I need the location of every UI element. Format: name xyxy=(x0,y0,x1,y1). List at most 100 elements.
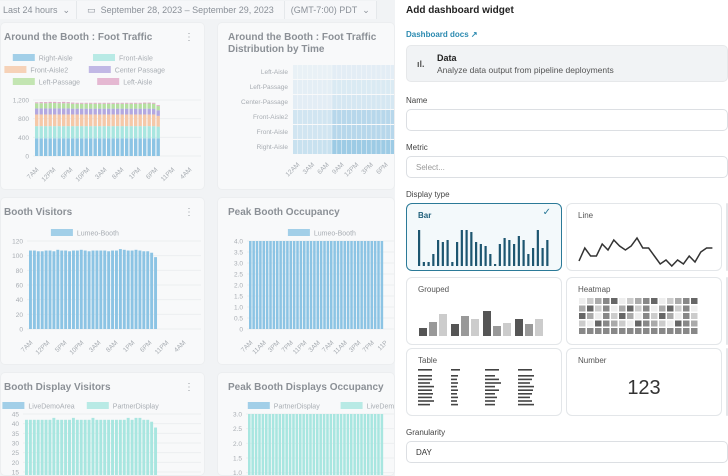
number-preview: 123 xyxy=(627,377,661,399)
bar xyxy=(156,126,160,139)
toolbar: Last 24 hours ⌄ ▭ September 28, 2023 – Sep… xyxy=(0,0,377,20)
preview-bar xyxy=(508,240,511,266)
preview-row xyxy=(451,396,458,399)
preview-bar xyxy=(503,238,506,266)
bar xyxy=(57,103,61,109)
bar xyxy=(377,241,380,329)
more-menu-icon[interactable]: ⋮ xyxy=(184,32,194,43)
heatmap-cell xyxy=(381,65,386,79)
preview-row xyxy=(451,378,457,381)
bar xyxy=(262,241,266,329)
bar xyxy=(48,250,52,329)
display-type-line[interactable]: Line xyxy=(566,203,722,271)
preview-bar xyxy=(422,262,425,266)
preview-cell xyxy=(643,298,650,304)
y-tick-label: 2.0 xyxy=(234,283,243,290)
preview-header xyxy=(485,369,499,371)
x-tick-label: 3AM xyxy=(94,166,108,180)
bar xyxy=(102,103,106,109)
bar xyxy=(107,102,111,104)
heatmap-cell xyxy=(376,140,381,154)
heatmap-cell xyxy=(302,95,308,109)
bar xyxy=(339,414,343,475)
heatmap-cell xyxy=(332,95,337,109)
x-tick-label: 1PM xyxy=(128,166,142,180)
heatmap-cell xyxy=(307,80,313,94)
heatmap-cell xyxy=(337,110,342,124)
preview-row xyxy=(518,403,534,406)
bar xyxy=(152,108,156,115)
metric-select[interactable]: Select... xyxy=(406,156,728,178)
y-tick-label: 45 xyxy=(12,412,20,419)
display-type-number[interactable]: Number 123 xyxy=(566,348,722,416)
timezone-select[interactable]: (GMT-7:00) PDT ⌄ xyxy=(284,1,377,19)
heatmap-cell xyxy=(351,80,357,94)
more-menu-icon[interactable]: ⋮ xyxy=(184,382,194,393)
x-tick-label: 12PM xyxy=(40,166,57,183)
preview-bar xyxy=(503,323,511,336)
range-select[interactable]: Last 24 hours ⌄ xyxy=(0,1,78,19)
bar xyxy=(89,102,93,104)
bar xyxy=(296,241,299,329)
bar xyxy=(299,241,303,329)
y-tick-label: 80 xyxy=(16,268,24,275)
y-tick-label: 1,200 xyxy=(13,98,30,105)
bar xyxy=(129,108,133,115)
bar xyxy=(39,103,43,109)
heatmap-cell xyxy=(297,140,303,154)
x-tick-label: 3PM xyxy=(361,161,375,175)
heatmap-cell xyxy=(381,140,386,154)
preview-cell xyxy=(587,313,594,319)
x-tick-label: 12AM xyxy=(284,161,301,178)
preview-bar xyxy=(475,242,478,266)
preview-bar xyxy=(525,324,533,336)
preview-row xyxy=(418,400,434,402)
chart-card-heatmap: Left-Aisle Left-Passage Center-Passage Fron… xyxy=(217,22,395,190)
heatmap-cell xyxy=(302,110,308,124)
heatmap-cell xyxy=(322,110,327,124)
x-tick-label: 3AM xyxy=(302,161,316,175)
bar xyxy=(56,419,60,475)
bar xyxy=(57,114,61,127)
heatmap-cell xyxy=(346,80,352,94)
dashboard-docs-link[interactable]: Dashboard docs ↗ xyxy=(406,30,478,39)
legend-label: PartnerDisplay xyxy=(113,404,159,411)
heatmap-cell xyxy=(386,125,391,139)
bar xyxy=(156,105,160,107)
y-tick-label: 40 xyxy=(16,297,24,304)
heatmap-cell xyxy=(312,95,317,109)
bar xyxy=(35,138,39,156)
granularity-label: Granularity xyxy=(406,428,446,437)
heatmap-cell xyxy=(342,80,347,94)
display-type-grouped[interactable]: Grouped xyxy=(406,277,562,345)
bar xyxy=(147,114,151,127)
legend-label: Front-Aisle2 xyxy=(30,68,68,75)
preview-cell xyxy=(595,320,602,327)
display-type-bar[interactable]: Bar ✓ xyxy=(406,203,562,271)
name-input[interactable] xyxy=(406,109,728,131)
display-type-heatmap[interactable]: Heatmap xyxy=(566,277,722,345)
date-range-picker[interactable]: ▭ September 28, 2023 – September 29, 2023 xyxy=(77,1,285,19)
more-menu-icon[interactable]: ⋮ xyxy=(184,207,194,218)
bar xyxy=(107,138,111,156)
bar xyxy=(93,103,97,109)
heatmap-cell xyxy=(332,110,337,124)
preview-bar xyxy=(515,319,523,336)
preview-cell xyxy=(691,320,698,327)
preview-cell xyxy=(683,305,690,312)
bar xyxy=(102,102,106,104)
preview-cell xyxy=(619,313,626,319)
bar xyxy=(156,110,160,116)
x-tick-label: 11P xyxy=(377,339,390,352)
data-source-option[interactable]: ıl. Data Analyze data output from pipeli… xyxy=(406,45,728,82)
y-tick-label: 4.0 xyxy=(234,239,243,246)
bar xyxy=(138,103,142,109)
display-type-table[interactable]: Table xyxy=(406,348,562,416)
y-tick-label: 0 xyxy=(239,327,243,334)
bar xyxy=(295,414,299,475)
bar xyxy=(111,138,115,156)
preview-cell xyxy=(659,328,666,334)
granularity-select[interactable]: DAY xyxy=(406,441,728,463)
heatmap-cell xyxy=(312,80,317,94)
bar xyxy=(357,241,360,329)
